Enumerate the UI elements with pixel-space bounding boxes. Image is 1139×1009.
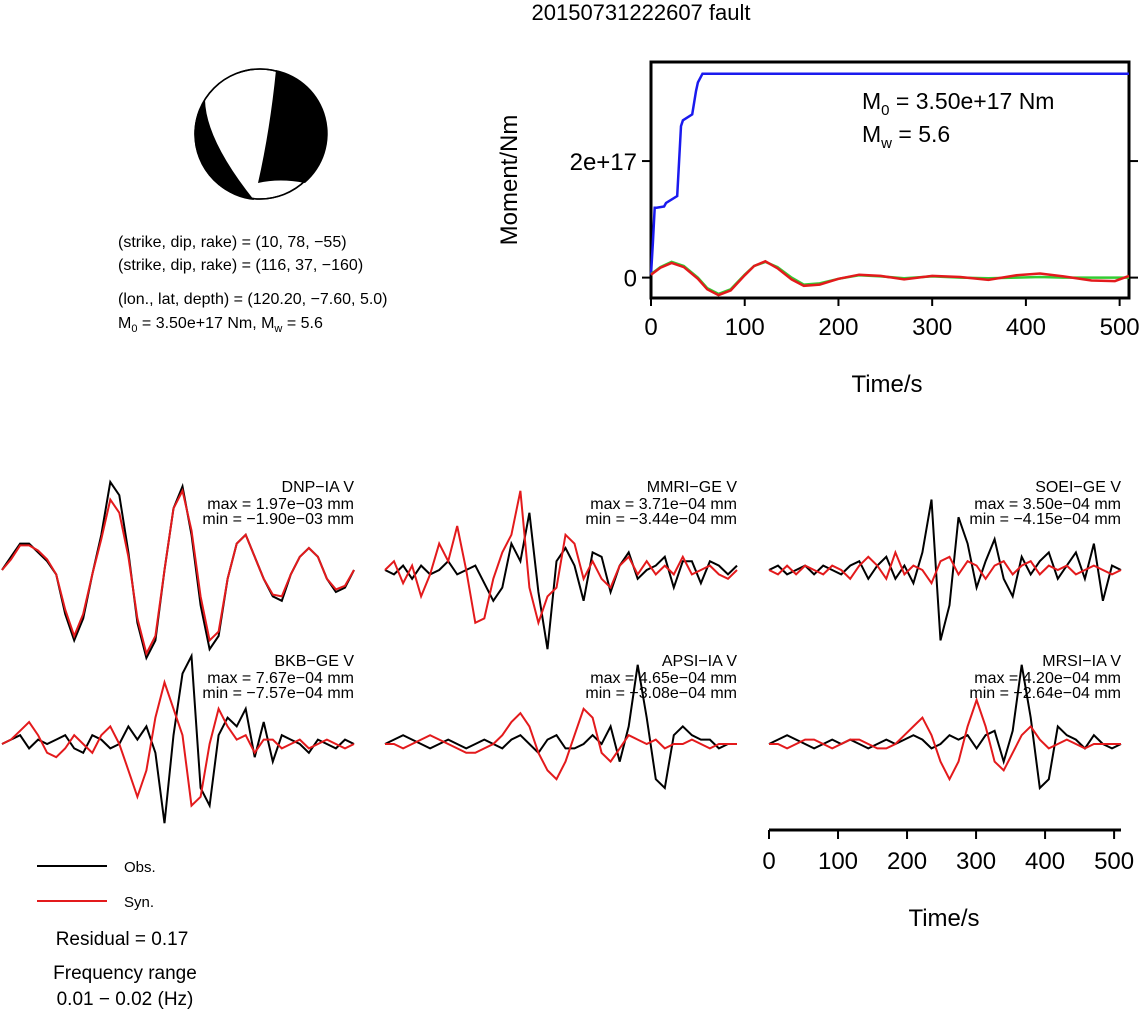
synthetic-trace [384,490,738,627]
moment-xtick-label: 200 [818,314,858,341]
station-min: min = −4.15e−04 mm [969,511,1121,528]
legend: Obs. Syn. [37,859,156,911]
moment-ytick-label: 2e+17 [570,149,637,176]
waveform-xtick-label: 500 [1094,848,1134,875]
station-max: max = 7.67e−04 mm [207,670,354,687]
waveform-xtick-label: 0 [762,848,775,875]
station-min: min = −2.64e−04 mm [969,685,1121,702]
beachball-compression-east [258,70,328,183]
waveform-xtick-label: 300 [956,848,996,875]
waveform-xtick-label: 400 [1025,848,1065,875]
station-max: max = 1.97e−03 mm [207,496,354,513]
synthetic-trace [769,696,1121,782]
m0-annotation: M0 = 3.50e+17 Nm [862,88,1054,119]
figure-title: 20150731222607 fault [532,0,751,25]
waveform-xtick-label: 200 [887,848,927,875]
moment-series-line-1 [649,72,1129,275]
station-min: min = −7.57e−04 mm [202,685,354,702]
plane2-text: (strike, dip, rake) = (116, 37, −160) [118,257,363,274]
waveform-xtick-label: 100 [818,848,858,875]
station-max: max = 4.20e−04 mm [974,670,1121,687]
moment-xtick-label: 300 [912,314,952,341]
observed-trace [768,499,1122,641]
moment-rate-chart: 0 100 200 300 400 500 0 2e+17 M0 = 3.50e+17 Nm… [496,60,1139,398]
moment-xtick-label: 100 [725,314,765,341]
synthetic-trace [1,487,355,657]
waveform-time-axis: 0 100 200 300 400 500 [762,828,1134,875]
plane1-text: (strike, dip, rake) = (10, 78, −55) [118,234,347,251]
location-text: (lon., lat, depth) = (120.20, −7.60, 5.0… [118,291,388,308]
moment-summary-text: M0 = 3.50e+17 Nm, Mw = 5.6 [118,315,323,335]
moment-ylabel: Moment/Nm [496,115,523,246]
observed-trace [384,512,738,650]
station-max: max = 3.71e−04 mm [590,496,737,513]
station-min: min = −3.44e−04 mm [585,511,737,528]
moment-plot-frame [649,60,1131,300]
moment-xtick-label: 500 [1100,314,1139,341]
moment-xlabel: Time/s [851,371,922,398]
station-min: min = −1.90e−03 mm [202,511,354,528]
station-min: min = −3.08e−04 mm [585,685,737,702]
moment-xtick-label: 0 [644,314,657,341]
residual-text: Residual = 0.17 [56,929,189,950]
moment-xtick-label: 400 [1006,314,1046,341]
observed-trace [768,664,1122,791]
moment-ytick-label: 0 [624,266,637,293]
synthetic-trace [768,549,1122,586]
synthetic-trace [1,678,355,808]
mw-annotation: Mw = 5.6 [862,121,950,152]
station-name: APSI−IA V [662,653,737,670]
station-name: MRSI−IA V [1042,653,1121,670]
frequency-range: 0.01 − 0.02 (Hz) [57,989,194,1009]
station-name: BKB−GE V [274,653,354,670]
waveform-xlabel: Time/s [908,905,979,932]
station-name: MMRI−GE V [647,479,738,496]
station-max: max = 3.50e−04 mm [974,496,1121,513]
legend-syn-label: Syn. [124,894,154,911]
moment-series-line-3 [650,259,1130,297]
frequency-title: Frequency range [53,963,197,984]
synthetic-trace [385,706,737,781]
station-name: DNP−IA V [282,479,355,496]
legend-obs-label: Obs. [124,859,156,876]
beachball [194,68,328,200]
station-max: max = 4.65e−04 mm [590,670,737,687]
station-name: SOEI−GE V [1035,479,1121,496]
